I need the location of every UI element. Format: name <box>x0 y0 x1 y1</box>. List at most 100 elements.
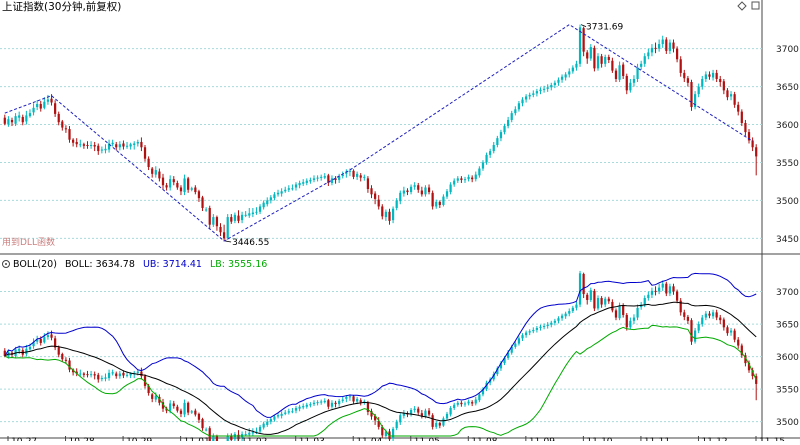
indicator-candle <box>125 374 129 376</box>
main-candle <box>14 116 17 124</box>
indicator-candle <box>373 415 377 421</box>
main-candle <box>560 76 564 80</box>
main-candle <box>510 113 513 120</box>
indicator-y-tick-label: 3700 <box>776 288 799 298</box>
main-candle <box>248 213 251 216</box>
indicator-candle <box>417 408 420 413</box>
indicator-candle <box>391 428 395 439</box>
indicator-candle <box>715 312 718 318</box>
main-candle <box>21 116 24 123</box>
main-candle <box>363 176 366 178</box>
main-candle <box>600 56 603 64</box>
main-candle <box>406 190 409 193</box>
indicator-candle <box>147 385 150 394</box>
indicator-candle <box>550 322 553 325</box>
low-label-pointer <box>225 240 232 243</box>
main-candle <box>737 104 740 112</box>
main-candle <box>618 65 621 80</box>
indicator-candle <box>104 377 107 379</box>
indicator-candle <box>381 426 384 436</box>
indicator-candle <box>747 363 751 371</box>
main-candle <box>302 182 305 184</box>
indicator-candle <box>503 357 506 364</box>
indicator-candle <box>183 402 186 415</box>
indicator-candle <box>643 298 646 305</box>
main-candle <box>747 132 751 141</box>
main-candle <box>438 201 441 205</box>
main-candle <box>711 72 715 78</box>
indicator-candle <box>535 327 539 330</box>
main-candle <box>348 170 352 172</box>
indicator-candle <box>140 371 143 377</box>
indicator-candle <box>269 419 272 422</box>
main-candle <box>514 109 517 114</box>
indicator-candle <box>568 311 571 314</box>
indicator-candle <box>118 373 121 377</box>
main-candle <box>194 187 197 193</box>
main-candle <box>524 96 528 100</box>
main-candle <box>208 207 211 225</box>
main-candle <box>258 206 262 212</box>
main-candle <box>18 115 21 118</box>
main-candle <box>133 143 136 146</box>
indicator-candle <box>251 432 254 434</box>
indicator-candle <box>345 396 348 399</box>
indicator-candle <box>435 422 438 427</box>
indicator-candle <box>348 396 352 398</box>
main-candle <box>719 78 722 83</box>
indicator-candle <box>158 396 161 403</box>
indicator-candle <box>312 402 316 405</box>
main-candle <box>614 70 618 79</box>
indicator-candle <box>201 419 204 429</box>
indicator-candle <box>499 363 503 369</box>
main-candle <box>359 175 362 178</box>
main-candle <box>474 174 477 180</box>
indicator-candle <box>82 373 86 375</box>
indicator-candle <box>733 330 736 340</box>
main-candle <box>550 85 553 88</box>
indicator-candle <box>445 413 449 419</box>
indicator-candle <box>341 399 344 401</box>
indicator-candle <box>366 402 370 412</box>
main-candle <box>370 188 373 195</box>
diamond-icon[interactable] <box>737 1 747 11</box>
main-candle <box>327 175 330 183</box>
indicator-candle <box>179 410 183 414</box>
indicator-candle <box>521 335 524 339</box>
main-candle <box>125 145 129 147</box>
main-candle <box>7 119 10 125</box>
indicator-candle <box>25 348 28 354</box>
main-candle <box>269 197 272 201</box>
indicator-candle <box>719 317 722 321</box>
indicator-candle <box>586 294 589 300</box>
indicator-candle <box>553 320 556 323</box>
low-label: 3446.55 <box>232 238 269 248</box>
main-candle <box>578 27 582 64</box>
main-candle <box>352 170 355 177</box>
indicator-candle <box>578 273 582 305</box>
indicator-settings-icon[interactable] <box>2 260 10 268</box>
main-candle <box>683 72 686 79</box>
indicator-candle <box>471 402 474 404</box>
main-candle <box>251 212 254 215</box>
main-candle <box>140 141 143 148</box>
indicator-candle <box>287 411 290 413</box>
main-candle <box>201 197 204 208</box>
main-candle <box>417 185 420 190</box>
main-candle <box>384 211 388 218</box>
indicator-candle <box>424 410 427 417</box>
main-candle <box>675 48 679 60</box>
indicator-candle <box>377 421 380 427</box>
x-axis-label: 11-08 <box>471 437 497 441</box>
svg-text:BOLL(20) BOLL: 3634.78: BOLL(20) BOLL: 3634.78 UB: 3714.41 LB: 3… <box>13 259 267 270</box>
main-candle <box>158 171 161 179</box>
main-candle <box>575 63 578 68</box>
indicator-candle <box>197 413 201 420</box>
main-candle <box>593 47 596 69</box>
square-icon[interactable] <box>751 1 760 10</box>
main-candle <box>409 186 413 193</box>
main-candle <box>183 178 186 193</box>
main-candle <box>449 184 452 193</box>
indicator-candle <box>255 431 258 433</box>
main-candle <box>147 158 150 168</box>
